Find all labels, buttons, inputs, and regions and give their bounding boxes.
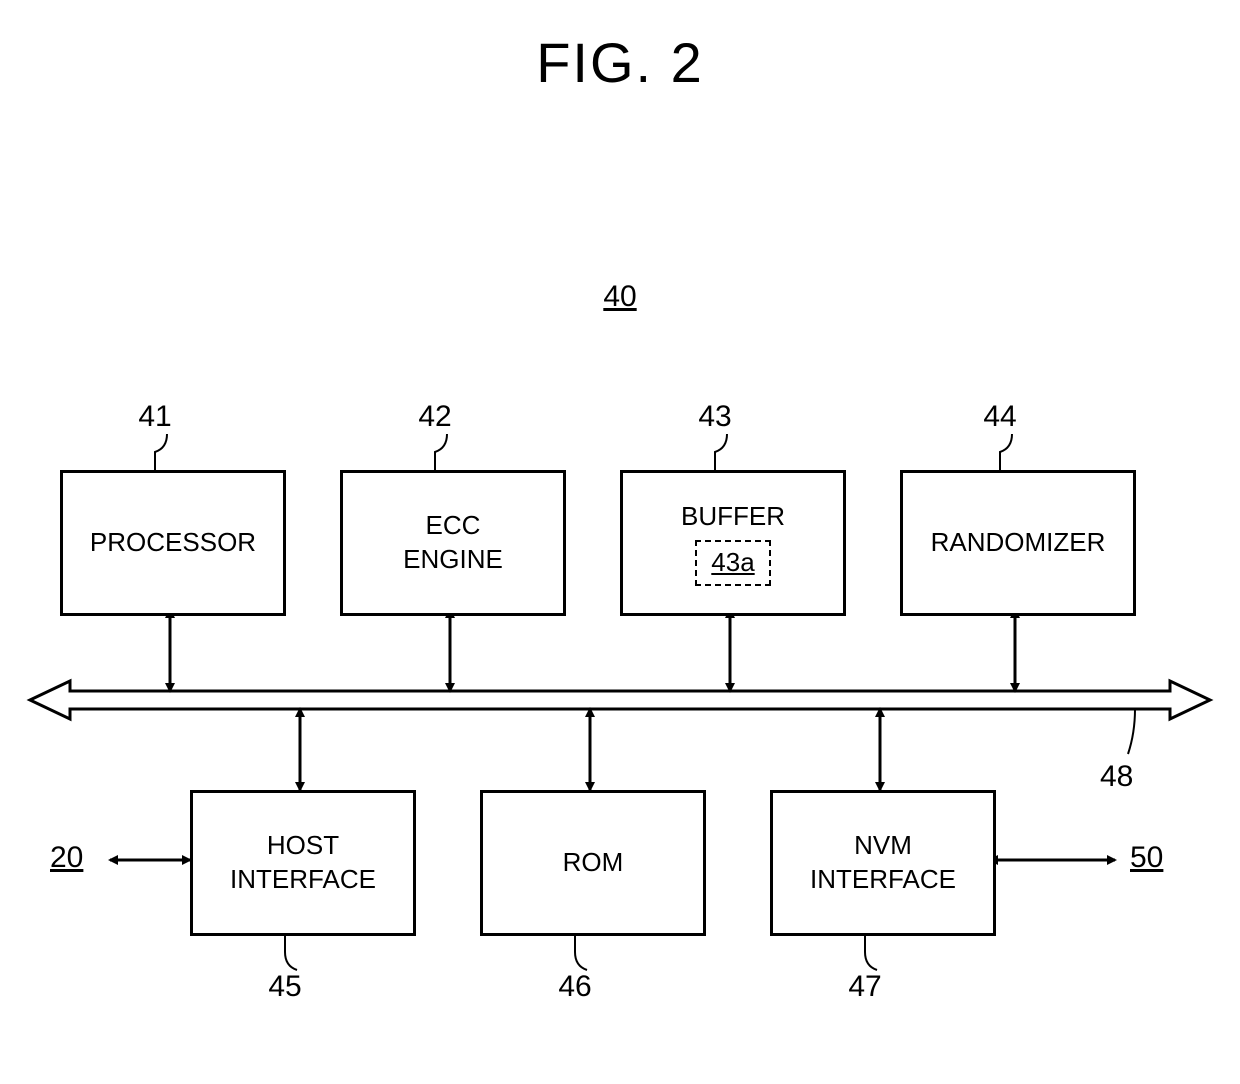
block-42: ECCENGINE	[340, 470, 566, 616]
ext-left-text: 20	[50, 841, 83, 874]
block-label: ECC	[426, 509, 481, 543]
inner-ref-text: 43a	[711, 547, 754, 577]
bus-ref-label: 48	[1100, 760, 1133, 794]
block-45: HOSTINTERFACE	[190, 790, 416, 936]
block-label: BUFFER	[681, 500, 785, 534]
block-43: BUFFER 43a	[620, 470, 846, 616]
block-label: RANDOMIZER	[931, 526, 1106, 560]
figure-title: FIG. 2	[0, 30, 1240, 95]
ref-label-41: 41	[125, 400, 185, 434]
block-47: NVMINTERFACE	[770, 790, 996, 936]
main-ref-text: 40	[603, 280, 636, 313]
block-label: NVM	[854, 829, 912, 863]
block-label: ENGINE	[403, 543, 503, 577]
ext-right-text: 50	[1130, 841, 1163, 874]
block-label: PROCESSOR	[90, 526, 256, 560]
ref-label-43: 43	[685, 400, 745, 434]
block-label: HOST	[267, 829, 339, 863]
ref-label-44: 44	[970, 400, 1030, 434]
ext-left-ref: 20	[50, 841, 83, 875]
block-41: PROCESSOR	[60, 470, 286, 616]
block-46: ROM	[480, 790, 706, 936]
ref-label-45: 45	[255, 970, 315, 1004]
block-44: RANDOMIZER	[900, 470, 1136, 616]
main-ref-label: 40	[0, 280, 1240, 314]
ref-label-46: 46	[545, 970, 605, 1004]
ref-label-42: 42	[405, 400, 465, 434]
inner-ref-box: 43a	[695, 540, 770, 586]
ext-right-ref: 50	[1130, 841, 1163, 875]
bus-ref-text: 48	[1100, 760, 1133, 793]
figure-title-text: FIG. 2	[536, 31, 704, 94]
block-label: INTERFACE	[810, 863, 956, 897]
block-label: INTERFACE	[230, 863, 376, 897]
ref-label-47: 47	[835, 970, 895, 1004]
block-label: ROM	[563, 846, 624, 880]
diagram-canvas: FIG. 2 40 PROCESSOR 41 ECCENGINE 42 BUFFER 43…	[0, 0, 1240, 1084]
